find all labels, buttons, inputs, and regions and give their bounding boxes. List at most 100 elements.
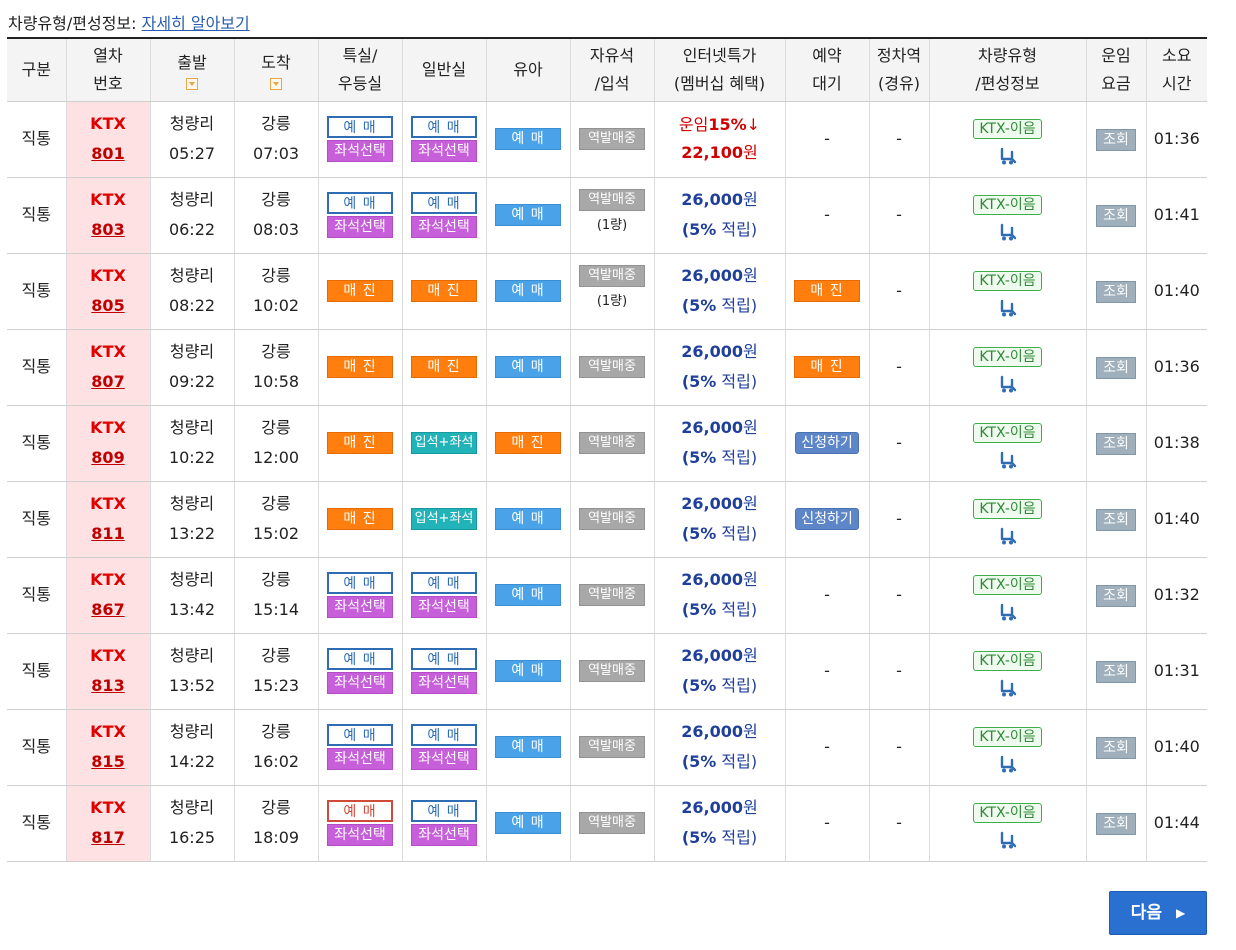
fare-lookup-button[interactable]: 조회 — [1096, 661, 1136, 683]
infant-book-button[interactable]: 예 매 — [495, 584, 561, 606]
stops-cell: - — [869, 633, 930, 710]
book-button[interactable]: 예 매 — [411, 724, 477, 746]
seat-select-button[interactable]: 좌석선택 — [411, 824, 477, 846]
seat-select-button[interactable]: 좌석선택 — [411, 672, 477, 694]
car-type-badge[interactable]: KTX-이음 — [973, 651, 1042, 671]
wheelchair-icon — [1000, 527, 1016, 545]
car-type-badge[interactable]: KTX-이음 — [973, 119, 1042, 139]
book-button[interactable]: 예 매 — [327, 192, 393, 214]
infant-book-button[interactable]: 예 매 — [495, 128, 561, 150]
waitlist-cell: 매 진 — [785, 329, 870, 406]
train-number[interactable]: KTX 803 — [66, 177, 151, 254]
arrival-time: 07:03 — [252, 144, 300, 163]
infant-book-button[interactable]: 예 매 — [495, 508, 561, 530]
learn-more-link[interactable]: 자세히 알아보기 — [141, 14, 250, 33]
train-number-link[interactable]: 801 — [91, 144, 125, 163]
book-button[interactable]: 예 매 — [411, 572, 477, 594]
train-number-link[interactable]: 867 — [91, 600, 125, 619]
seat-select-button[interactable]: 좌석선택 — [411, 140, 477, 162]
fare-lookup-button[interactable]: 조회 — [1096, 813, 1136, 835]
fare-lookup-button[interactable]: 조회 — [1096, 509, 1136, 531]
seat-select-button[interactable]: 좌석선택 — [327, 672, 393, 694]
train-number[interactable]: KTX 805 — [66, 253, 151, 330]
train-number-link[interactable]: 817 — [91, 828, 125, 847]
car-type-badge[interactable]: KTX-이음 — [973, 575, 1042, 595]
car-type-badge[interactable]: KTX-이음 — [973, 195, 1042, 215]
seat-select-button[interactable]: 좌석선택 — [327, 140, 393, 162]
member-accrual: (5% 적립) — [655, 823, 785, 853]
book-button[interactable]: 예 매 — [411, 116, 477, 138]
col-arrival[interactable]: 도착 — [234, 38, 319, 102]
seat-select-button[interactable]: 좌석선택 — [327, 216, 393, 238]
accrual-label: 적립) — [716, 752, 758, 771]
fare-lookup-button[interactable]: 조회 — [1096, 129, 1136, 151]
book-button[interactable]: 예 매 — [411, 800, 477, 822]
sort-icon[interactable] — [270, 78, 282, 91]
book-button[interactable]: 예 매 — [327, 116, 393, 138]
seat-select-button[interactable]: 좌석선택 — [327, 748, 393, 770]
infant-book-button[interactable]: 예 매 — [495, 356, 561, 378]
seat-select-button[interactable]: 좌석선택 — [411, 216, 477, 238]
free-seat-cell: 역발매중 (1량) — [570, 253, 655, 330]
train-number-link[interactable]: 811 — [91, 524, 125, 543]
train-number[interactable]: KTX 817 — [66, 785, 151, 862]
train-number-link[interactable]: 809 — [91, 448, 125, 467]
price-value: 26,000 — [681, 798, 743, 817]
col-departure[interactable]: 출발 — [150, 38, 235, 102]
seat-select-button[interactable]: 좌석선택 — [411, 596, 477, 618]
car-type-badge[interactable]: KTX-이음 — [973, 499, 1042, 519]
train-kind: KTX — [90, 798, 126, 817]
train-number-link[interactable]: 803 — [91, 220, 125, 239]
fare-lookup-button[interactable]: 조회 — [1096, 585, 1136, 607]
train-number[interactable]: KTX 813 — [66, 633, 151, 710]
standing-seat-button[interactable]: 입석+좌석 — [411, 508, 477, 530]
train-number-link[interactable]: 813 — [91, 676, 125, 695]
fare-lookup-button[interactable]: 조회 — [1096, 281, 1136, 303]
sort-icon[interactable] — [186, 78, 198, 91]
train-number-link[interactable]: 815 — [91, 752, 125, 771]
fare-lookup-button[interactable]: 조회 — [1096, 205, 1136, 227]
book-button[interactable]: 예 매 — [411, 192, 477, 214]
fare-lookup-button[interactable]: 조회 — [1096, 737, 1136, 759]
book-button[interactable]: 예 매 — [327, 572, 393, 594]
book-button[interactable]: 예 매 — [411, 648, 477, 670]
car-type-badge[interactable]: KTX-이음 — [973, 271, 1042, 291]
book-button[interactable]: 예 매 — [327, 800, 393, 822]
next-page-button[interactable]: 다음 ▶ — [1109, 891, 1207, 935]
car-type-badge[interactable]: KTX-이음 — [973, 423, 1042, 443]
fare-cell: 조회 — [1086, 101, 1147, 178]
train-kind: KTX — [90, 190, 126, 209]
train-number[interactable]: KTX 809 — [66, 405, 151, 482]
standing-seat-button[interactable]: 입석+좌석 — [411, 432, 477, 454]
service-type: 직통 — [7, 177, 67, 254]
waitlist-apply-button[interactable]: 신청하기 — [795, 508, 859, 530]
train-number[interactable]: KTX 801 — [66, 101, 151, 178]
train-number-link[interactable]: 805 — [91, 296, 125, 315]
fare-lookup-button[interactable]: 조회 — [1096, 433, 1136, 455]
train-number[interactable]: KTX 811 — [66, 481, 151, 558]
train-number-link[interactable]: 807 — [91, 372, 125, 391]
car-type-badge[interactable]: KTX-이음 — [973, 347, 1042, 367]
free-seat-badge: 역발매중 — [579, 584, 645, 606]
train-number[interactable]: KTX 807 — [66, 329, 151, 406]
infant-book-button[interactable]: 예 매 — [495, 812, 561, 834]
waitlist-apply-button[interactable]: 신청하기 — [795, 432, 859, 454]
car-type-badge[interactable]: KTX-이음 — [973, 803, 1042, 823]
fare-cell: 조회 — [1086, 481, 1147, 558]
accrual-label: 적립) — [716, 524, 758, 543]
discount-percent: 15% — [708, 115, 747, 134]
fare-lookup-button[interactable]: 조회 — [1096, 357, 1136, 379]
book-button[interactable]: 예 매 — [327, 724, 393, 746]
infant-book-button[interactable]: 예 매 — [495, 204, 561, 226]
car-type-badge[interactable]: KTX-이음 — [973, 727, 1042, 747]
train-kind: KTX — [90, 114, 126, 133]
infant-book-button[interactable]: 예 매 — [495, 660, 561, 682]
seat-select-button[interactable]: 좌석선택 — [327, 824, 393, 846]
train-number[interactable]: KTX 867 — [66, 557, 151, 634]
train-number[interactable]: KTX 815 — [66, 709, 151, 786]
seat-select-button[interactable]: 좌석선택 — [327, 596, 393, 618]
seat-select-button[interactable]: 좌석선택 — [411, 748, 477, 770]
infant-book-button[interactable]: 예 매 — [495, 280, 561, 302]
infant-book-button[interactable]: 예 매 — [495, 736, 561, 758]
book-button[interactable]: 예 매 — [327, 648, 393, 670]
